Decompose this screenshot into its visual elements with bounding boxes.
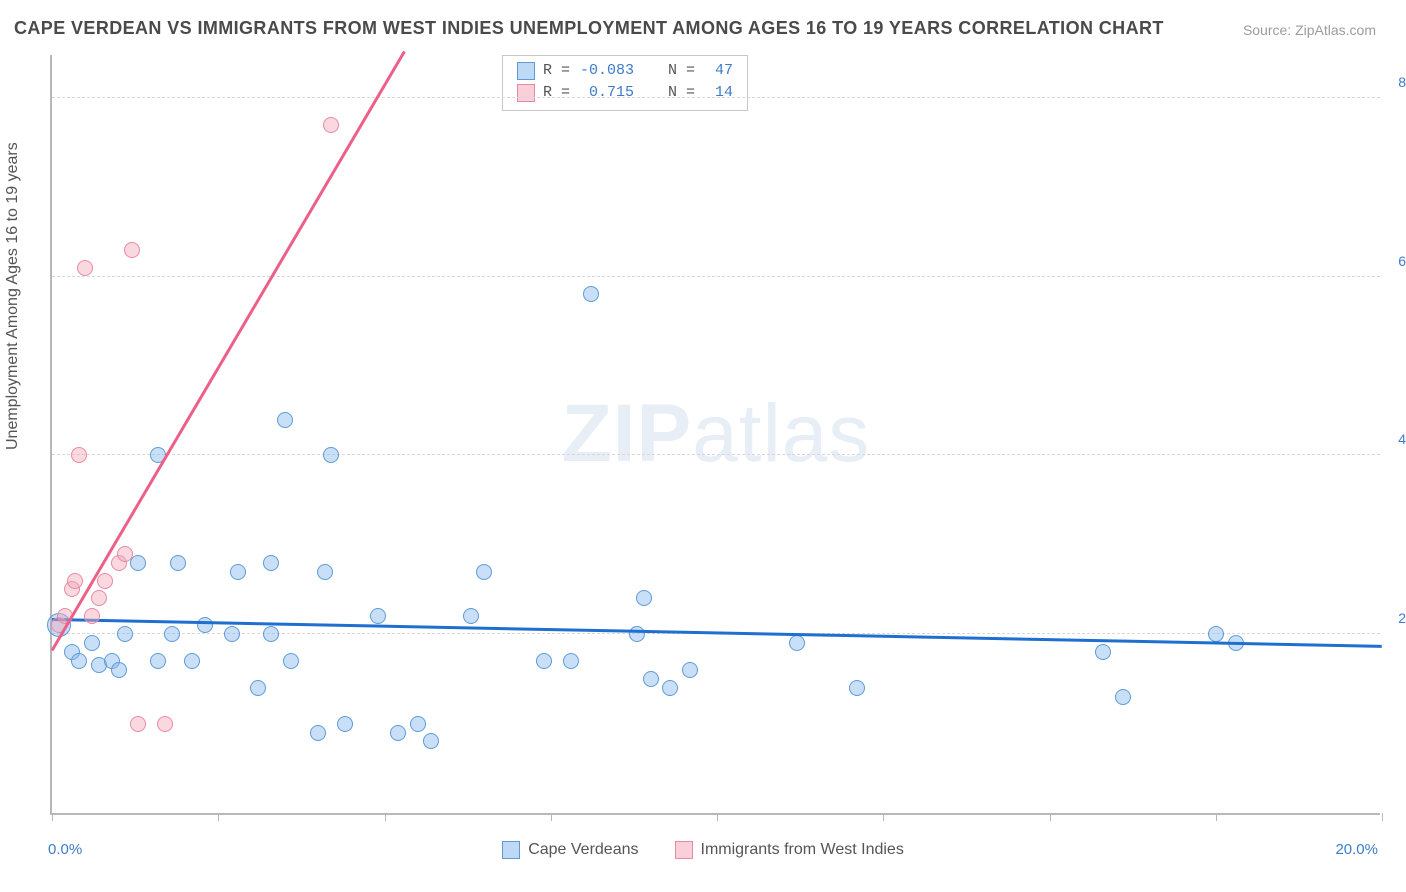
- x-tick: [1050, 813, 1051, 821]
- data-point: [230, 564, 246, 580]
- watermark-rest: atlas: [692, 388, 870, 479]
- data-point: [310, 725, 326, 741]
- y-tick-label: 40.0%: [1388, 431, 1406, 447]
- data-point: [71, 447, 87, 463]
- legend-row: R = 0.715 N = 14: [517, 82, 733, 104]
- data-point: [323, 447, 339, 463]
- data-point: [263, 555, 279, 571]
- data-point: [1208, 626, 1224, 642]
- data-point: [629, 626, 645, 642]
- data-point: [97, 573, 113, 589]
- watermark-zip: ZIP: [562, 388, 693, 479]
- data-point: [636, 590, 652, 606]
- data-point: [111, 662, 127, 678]
- data-point: [117, 626, 133, 642]
- n-label: N =: [668, 60, 695, 82]
- data-point: [1095, 644, 1111, 660]
- data-point: [150, 653, 166, 669]
- data-point: [583, 286, 599, 302]
- data-point: [77, 260, 93, 276]
- data-point: [197, 617, 213, 633]
- x-tick: [218, 813, 219, 821]
- x-tick: [385, 813, 386, 821]
- data-point: [476, 564, 492, 580]
- data-point: [277, 412, 293, 428]
- data-point: [423, 733, 439, 749]
- r-label: R =: [543, 60, 570, 82]
- x-tick: [883, 813, 884, 821]
- data-point: [682, 662, 698, 678]
- n-label: N =: [668, 82, 695, 104]
- y-tick-label: 80.0%: [1388, 74, 1406, 90]
- legend-item: Immigrants from West Indies: [675, 841, 904, 859]
- legend-item: Cape Verdeans: [502, 841, 638, 859]
- legend-swatch: [517, 84, 535, 102]
- data-point: [283, 653, 299, 669]
- x-tick: [1216, 813, 1217, 821]
- data-point: [263, 626, 279, 642]
- series-legend: Cape Verdeans Immigrants from West Indies: [0, 841, 1406, 864]
- data-point: [157, 716, 173, 732]
- plot-area: ZIPatlas R =-0.083 N =47R =0.715 N =14 2…: [50, 55, 1380, 815]
- watermark: ZIPatlas: [562, 387, 871, 481]
- n-value: 14: [703, 82, 733, 104]
- data-point: [91, 590, 107, 606]
- legend-row: R = -0.083 N = 47: [517, 60, 733, 82]
- legend-series-name: Cape Verdeans: [528, 841, 638, 859]
- data-point: [164, 626, 180, 642]
- r-value: -0.083: [578, 60, 634, 82]
- trend-line: [51, 51, 406, 652]
- data-point: [463, 608, 479, 624]
- legend-swatch: [675, 841, 693, 859]
- y-tick-label: 60.0%: [1388, 253, 1406, 269]
- data-point: [323, 117, 339, 133]
- x-tick: [551, 813, 552, 821]
- y-axis-label: Unemployment Among Ages 16 to 19 years: [4, 142, 22, 450]
- legend-series-name: Immigrants from West Indies: [701, 841, 904, 859]
- data-point: [643, 671, 659, 687]
- data-point: [117, 546, 133, 562]
- data-point: [317, 564, 333, 580]
- r-label: R =: [543, 82, 570, 104]
- data-point: [662, 680, 678, 696]
- source-label: Source: ZipAtlas.com: [1243, 22, 1376, 38]
- data-point: [224, 626, 240, 642]
- data-point: [170, 555, 186, 571]
- legend-swatch: [502, 841, 520, 859]
- data-point: [84, 608, 100, 624]
- gridline: [52, 276, 1380, 277]
- n-value: 47: [703, 60, 733, 82]
- data-point: [849, 680, 865, 696]
- x-tick: [1382, 813, 1383, 821]
- y-tick-label: 20.0%: [1388, 610, 1406, 626]
- data-point: [390, 725, 406, 741]
- data-point: [410, 716, 426, 732]
- x-tick: [717, 813, 718, 821]
- data-point: [71, 653, 87, 669]
- data-point: [250, 680, 266, 696]
- gridline: [52, 454, 1380, 455]
- data-point: [370, 608, 386, 624]
- data-point: [124, 242, 140, 258]
- data-point: [84, 635, 100, 651]
- data-point: [184, 653, 200, 669]
- data-point: [1115, 689, 1131, 705]
- data-point: [789, 635, 805, 651]
- data-point: [130, 716, 146, 732]
- r-value: 0.715: [578, 82, 634, 104]
- legend-swatch: [517, 62, 535, 80]
- data-point: [337, 716, 353, 732]
- x-tick: [52, 813, 53, 821]
- chart-title: CAPE VERDEAN VS IMMIGRANTS FROM WEST IND…: [14, 18, 1164, 39]
- data-point: [536, 653, 552, 669]
- chart-container: CAPE VERDEAN VS IMMIGRANTS FROM WEST IND…: [0, 0, 1406, 892]
- data-point: [130, 555, 146, 571]
- gridline: [52, 97, 1380, 98]
- data-point: [563, 653, 579, 669]
- data-point: [67, 573, 83, 589]
- stats-legend: R = -0.083 N = 47 R = 0.715 N = 14: [502, 55, 748, 111]
